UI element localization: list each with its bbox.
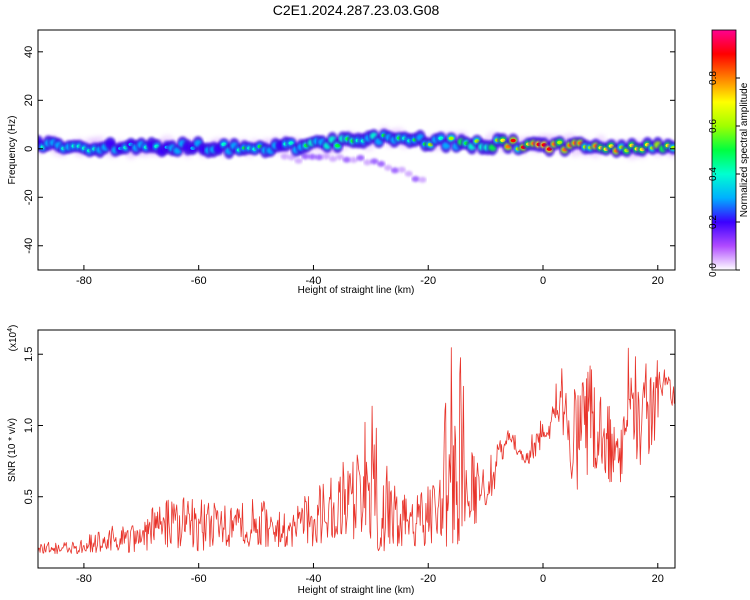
- spectrogram-cell-core: [557, 140, 563, 145]
- snr-frame: [37, 329, 676, 569]
- snr-plot-area: [38, 330, 675, 568]
- spectrogram-cell-core: [500, 138, 506, 143]
- spectrogram-cell-core: [448, 136, 454, 141]
- spectrogram-branch-cell: [377, 160, 386, 167]
- snr-y-multiplier-exponent: 4: [7, 328, 14, 332]
- spectrogram-panel: -80 -60 -40 -20 0 20 -40 -20 0 20 40 Height of st…: [7, 29, 676, 296]
- snr-x-tick-label: -80: [76, 573, 92, 585]
- spectrogram-x-tick-label: -40: [306, 275, 322, 287]
- snr-x-tick-label: -60: [191, 573, 207, 585]
- colorbar-tick-label: 0.0: [708, 263, 719, 277]
- spectrogram-branch-cell: [404, 170, 413, 177]
- spectrogram-bands: [38, 125, 675, 183]
- colorbar-scale: [711, 29, 737, 271]
- figure-title: C2E1.2024.287.23.03.G08: [273, 2, 440, 18]
- spectrogram-branch-cell: [363, 159, 372, 166]
- spectrogram-branch-cell: [301, 153, 310, 160]
- snr-y-tick-label: 0.5: [23, 489, 35, 504]
- spectrogram-x-tick-label: -20: [420, 275, 436, 287]
- spectrogram-branch-cell: [294, 157, 303, 164]
- spectrogram-x-tick-label: 20: [652, 275, 664, 287]
- spectrogram-branch-cell: [280, 153, 289, 160]
- spectrogram-y-tick-label: 20: [23, 94, 35, 106]
- spectrogram-branch-cell: [411, 176, 420, 183]
- spectrogram-branch-cell: [335, 154, 344, 161]
- spectrogram-branch-cell: [322, 153, 331, 160]
- snr-series-line: [38, 347, 675, 555]
- spectrogram-branch-cell: [328, 155, 337, 162]
- spectrogram-branch-cell: [315, 154, 324, 161]
- snr-x-tick-label: 0: [540, 573, 546, 585]
- spectrogram-branch-cell: [349, 156, 358, 163]
- spectrogram-cell-core: [288, 141, 294, 145]
- spectrogram-branch-cell: [356, 154, 365, 161]
- snr-x-tick-label: -40: [306, 573, 322, 585]
- snr-panel: -80 -60 -40 -20 0 20 0.5 1.0 1.5 Height of stra…: [7, 325, 676, 596]
- spectrogram-cell-core: [510, 138, 516, 143]
- spectrogram-branch-cell: [308, 153, 317, 160]
- spectrogram-branch-cell: [370, 158, 379, 165]
- spectrogram-x-tick-label: -60: [191, 275, 207, 287]
- spectrogram-x-ticks: -80 -60 -40 -20 0 20: [76, 265, 664, 287]
- spectrogram-branch-cell: [397, 166, 406, 173]
- spectrogram-y-ticks: -40 -20 0 20 40: [23, 46, 675, 254]
- spectrogram-y-tick-label: 40: [23, 46, 35, 58]
- colorbar-tick-label: 0.4: [708, 167, 719, 181]
- spectrogram-x-axis-label: Height of straight line (km): [298, 285, 415, 296]
- spectrogram-cell-core: [438, 136, 444, 141]
- spectrogram-x-tick-label: -80: [76, 275, 92, 287]
- spectrogram-y-axis-label: Frequency (Hz): [7, 116, 18, 185]
- spectrogram-cell-mid: [442, 142, 451, 150]
- spectrogram-y-tick-label: -20: [23, 189, 35, 205]
- spectrogram-branch-cell: [342, 156, 351, 163]
- snr-x-axis-label: Height of straight line (km): [298, 585, 415, 596]
- spectrogram-frame: [37, 29, 676, 271]
- colorbar: 0.0 0.2 0.4 0.6 0.8 Normalized spectral ampl…: [708, 29, 750, 277]
- snr-y-multiplier: (x104): [7, 325, 19, 352]
- colorbar-tick-label: 0.8: [708, 71, 719, 85]
- snr-x-tick-label: 20: [652, 573, 664, 585]
- snr-x-tick-label: -20: [420, 573, 436, 585]
- spectrogram-branch-cell: [418, 176, 427, 183]
- snr-y-axis-label: SNR (10 * v/v): [7, 418, 18, 482]
- snr-y-tick-label: 1.5: [23, 347, 35, 362]
- snr-y-ticks: 0.5 1.0 1.5: [23, 347, 675, 504]
- snr-y-tick-label: 1.0: [23, 418, 35, 433]
- spectrogram-y-tick-label: -40: [23, 238, 35, 254]
- spectrogram-y-tick-label: 0: [23, 146, 35, 152]
- colorbar-tick-label: 0.6: [708, 119, 719, 133]
- spectrogram-cell-core: [221, 142, 227, 147]
- colorbar-tick-label: 0.2: [708, 215, 719, 229]
- colorbar-label: Normalized spectral amplitude: [739, 82, 750, 217]
- spectrogram-branch-cell: [384, 164, 393, 171]
- spectrogram-cell-core: [505, 144, 511, 149]
- spectrogram-x-tick-label: 0: [540, 275, 546, 287]
- spectrogram-branch-cell: [390, 167, 399, 174]
- snr-x-ticks: -80 -60 -40 -20 0 20: [76, 563, 664, 585]
- colorbar-ticks: 0.0 0.2 0.4 0.6 0.8: [708, 71, 740, 277]
- spectrogram-cell-core: [334, 143, 341, 148]
